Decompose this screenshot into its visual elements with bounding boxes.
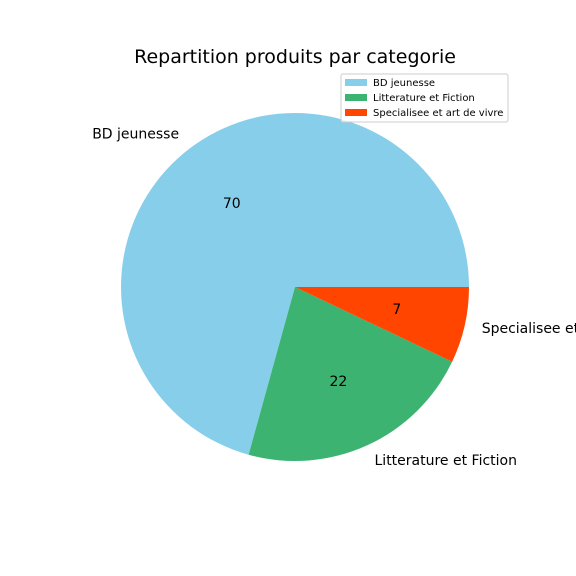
legend-entry-2: Litterature et Fiction [373,93,475,104]
legend-entry-3: Specialisee et art de vivre [373,108,503,119]
pie-category-label-1: BD jeunesse [92,127,179,143]
legend-swatch-3 [345,109,367,116]
chart-title: Repartition produits par categorie [134,46,456,68]
pie-value-label-1: 70 [223,196,241,212]
pie-value-label-2: 22 [329,374,347,390]
pie-category-label-2: Litterature et Fiction [375,453,517,469]
pie-value-label-3: 7 [392,302,401,318]
pie-slices [121,113,469,461]
legend-swatch-1 [345,79,367,86]
legend-entry-1: BD jeunesse [373,78,435,89]
legend-swatch-2 [345,94,367,101]
pie-category-label-3: Specialisee et art de vivre [482,321,576,337]
legend: BD jeunesse Litterature et Fiction Speci… [341,74,508,122]
